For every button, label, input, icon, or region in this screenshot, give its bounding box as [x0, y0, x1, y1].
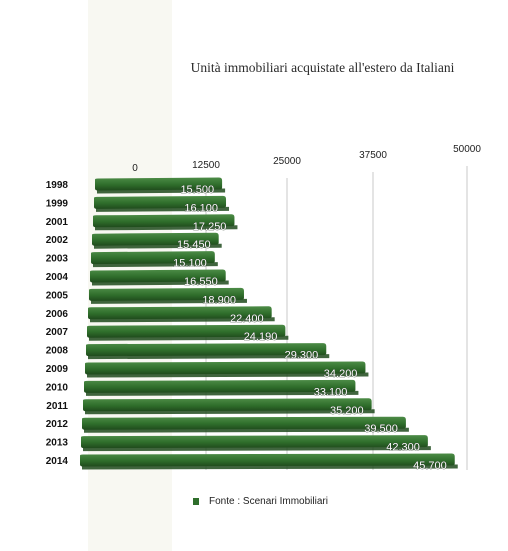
y-category-label: 2002: [46, 235, 69, 246]
data-label: 24.190: [244, 331, 278, 343]
data-label: 16.550: [184, 276, 218, 288]
x-tick-label: 12500: [192, 160, 220, 171]
bar: [86, 343, 327, 357]
bar: [85, 361, 366, 375]
bar: [93, 214, 235, 228]
data-label: 45.700: [413, 460, 447, 472]
data-label: 15.100: [173, 258, 207, 270]
y-category-label: 2013: [46, 438, 69, 449]
bar: [91, 251, 215, 265]
data-label: 42.300: [386, 442, 420, 454]
y-category-label: 2011: [46, 401, 68, 412]
data-label: 39.500: [364, 423, 398, 435]
y-category-label: 2012: [46, 419, 69, 430]
legend-swatch: [193, 498, 199, 505]
bar: [92, 232, 219, 246]
y-category-label: 2009: [46, 364, 69, 375]
x-tick-label: 37500: [359, 150, 387, 161]
bar: [83, 398, 372, 412]
data-label: 34.200: [324, 368, 358, 380]
data-label: 22.400: [230, 313, 264, 325]
bar: [87, 324, 286, 338]
legend: Fonte : Scenari Immobiliari: [193, 496, 328, 507]
data-label: 16.100: [184, 202, 218, 214]
y-category-label: 2008: [46, 346, 69, 357]
y-category-label: 2005: [46, 290, 69, 301]
bar: [81, 435, 428, 449]
bar: [94, 195, 227, 209]
data-label: 35.200: [330, 405, 364, 417]
bar: [84, 379, 356, 393]
data-label: 18.900: [202, 294, 236, 306]
bar: [80, 453, 455, 467]
data-label: 29.300: [285, 350, 319, 362]
y-category-label: 2010: [46, 382, 69, 393]
x-tick-label: 0: [132, 163, 138, 174]
bar: [82, 416, 406, 430]
bar: [90, 269, 226, 283]
y-category-label: 2006: [46, 309, 69, 320]
data-label: 15.500: [180, 184, 214, 196]
bar: [95, 177, 223, 191]
y-category-label: 2003: [46, 254, 69, 265]
y-category-label: 2007: [46, 327, 69, 338]
bar: [88, 306, 272, 320]
x-tick-label: 25000: [273, 156, 301, 167]
y-category-label: 2014: [46, 456, 69, 467]
data-label: 17.250: [193, 221, 227, 233]
data-label: 15.450: [177, 239, 211, 251]
y-category-label: 2001: [46, 217, 69, 228]
y-category-label: 1998: [46, 180, 69, 191]
chart-title: Unità immobiliari acquistate all'estero …: [190, 60, 455, 75]
data-label: 33.100: [314, 386, 348, 398]
bar: [89, 287, 244, 301]
x-tick-label: 50000: [453, 144, 481, 155]
y-category-label: 2004: [46, 272, 69, 283]
legend-label: Fonte : Scenari Immobiliari: [209, 496, 328, 507]
y-category-label: 1999: [46, 198, 69, 209]
